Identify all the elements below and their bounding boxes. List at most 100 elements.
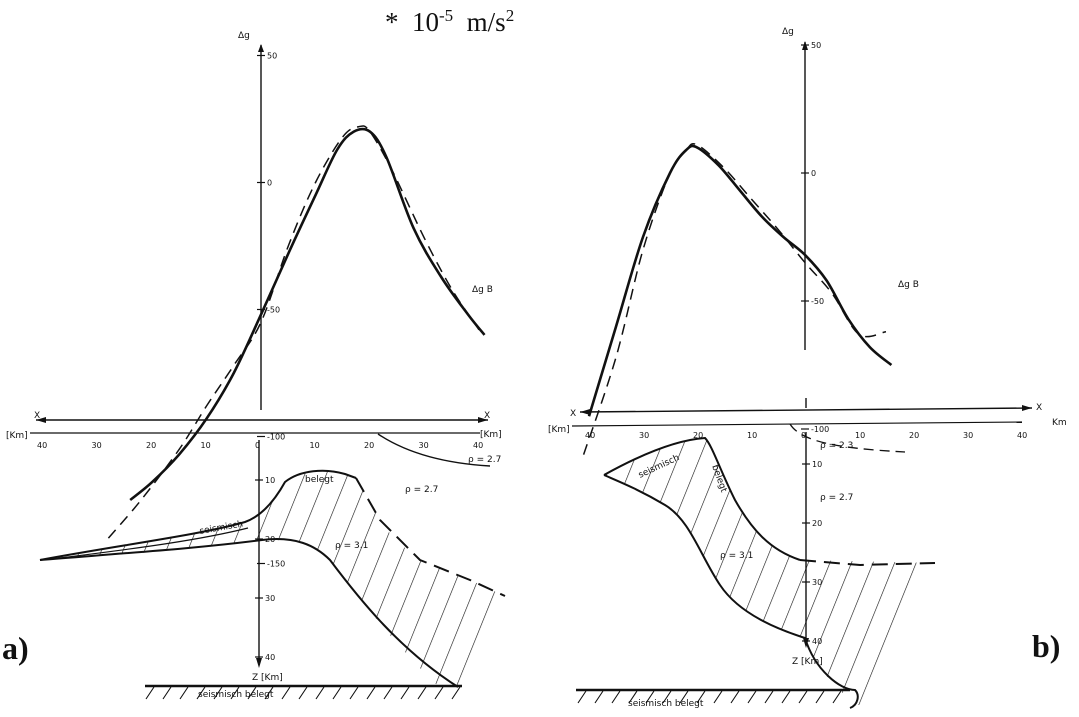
x-axis-label-right-b: X — [1036, 403, 1042, 413]
thin-layer-line-a — [59, 527, 249, 559]
boundary-hatch-stroke — [764, 690, 774, 704]
gravity-tick-label-b-4: -100 — [811, 425, 829, 434]
distance-tick-label-b-8: 40 — [1017, 431, 1027, 440]
boundary-hatch-stroke — [298, 686, 308, 700]
x-unit-left-a: [Km] — [6, 431, 28, 441]
boundary-hatch-stroke — [730, 690, 740, 704]
distance-tick-label-b-5: 10 — [855, 431, 865, 440]
x-axis-label-left-a: X — [34, 411, 40, 421]
boundary-hatch-stroke — [798, 690, 808, 704]
panel-label-b: b) — [1032, 628, 1061, 664]
upper-layer-boundary-a — [377, 433, 491, 467]
distance-axis-b — [579, 407, 1033, 413]
shallow-lens-b — [789, 423, 906, 453]
distance-tick-label-a-8: 40 — [473, 441, 483, 450]
boundary-hatch-stroke — [696, 690, 706, 704]
density-label-mantle-b: ρ = 3.1 — [720, 551, 753, 561]
unit-label: * 10-5 m/s2 — [385, 6, 515, 37]
boundary-hatch-stroke — [179, 686, 189, 700]
x-axis-label-left-b: X — [570, 409, 576, 419]
gravity-tick-label-a-1: 50 — [267, 52, 277, 61]
boundary-hatch-stroke — [611, 690, 621, 704]
boundary-hatch-stroke — [281, 686, 291, 700]
upper-boundary-b — [603, 436, 801, 561]
boundary-hatch-stroke — [679, 690, 689, 704]
distance-tick-label-b-3: 10 — [747, 431, 757, 440]
series-label-a: Δg B — [472, 285, 493, 295]
boundary-hatch-stroke — [662, 690, 672, 704]
depth-tick-label-b-1: 20 — [812, 519, 822, 528]
distance-tick-label-a-0: 40 — [37, 441, 47, 450]
depth-axis-label-a: Z [Km] — [252, 673, 283, 683]
upper-boundary-dashed-a — [355, 477, 506, 597]
gravity-tick-label-a-3: -50 — [267, 306, 280, 315]
depth-tick-label-a-2: 30 — [265, 594, 275, 603]
gravity-tick-label-a-5: -150 — [267, 560, 285, 569]
density-label-crust-a: ρ = 2.7 — [405, 485, 438, 495]
distance-tick-label-a-7: 30 — [419, 441, 429, 450]
density-label-crust-b: ρ = 2.7 — [820, 493, 853, 503]
boundary-hatch-stroke — [400, 686, 410, 700]
gravity-axis-arrow-a — [258, 44, 264, 52]
series-observed-a — [129, 127, 486, 502]
annotation-belegt-a: belegt — [305, 475, 334, 485]
distance-tick-label-a-5: 10 — [310, 441, 320, 450]
boundary-hatch-stroke — [577, 690, 587, 704]
upper-boundary-a — [39, 469, 357, 561]
seismic-boundary-hatch-a — [145, 686, 461, 700]
gravity-tick-label-a-2: 0 — [267, 179, 272, 188]
distance-tick-label-a-1: 30 — [92, 441, 102, 450]
depth-axis-arrow-a — [256, 658, 262, 668]
boundary-hatch-stroke — [332, 686, 342, 700]
series-observed-b — [587, 144, 893, 417]
gravity-tick-label-b-1: 50 — [811, 41, 821, 50]
density-label-mantle-a: ρ = 3.1 — [335, 541, 368, 551]
x-axis-label-right-a: X — [484, 411, 490, 421]
annotation-seismisch-belegt-b: seismisch belegt — [628, 699, 704, 709]
boundary-hatch-stroke — [264, 686, 274, 700]
density-label-upper-a: ρ = 2.7 — [468, 455, 501, 465]
boundary-hatch-stroke — [247, 686, 257, 700]
seismic-boundary-hatch-b — [577, 690, 842, 704]
boundary-hatch-stroke — [815, 690, 825, 704]
distance-axis-arrow-left-b — [580, 409, 590, 415]
boundary-hatch-stroke — [383, 686, 393, 700]
gravity-axis-label-b: Δg — [782, 27, 794, 37]
distance-ticks-a: 40 30 20 10 0 10 20 30 40 — [37, 441, 483, 450]
x-unit-right-b: Km — [1052, 418, 1067, 428]
boundary-hatch-stroke — [451, 686, 461, 700]
hatched-body-a — [40, 470, 505, 686]
series-model-a — [107, 125, 480, 539]
boundary-hatch-stroke — [230, 686, 240, 700]
boundary-hatch-stroke — [417, 686, 427, 700]
gravity-tick-label-b-2: 0 — [811, 169, 816, 178]
distance-tick-label-b-1: 30 — [639, 431, 649, 440]
boundary-hatch-stroke — [781, 690, 791, 704]
boundary-hatch-stroke — [628, 690, 638, 704]
gravity-axis-label-a: Δg — [238, 31, 250, 41]
lower-boundary-a — [39, 538, 459, 688]
distance-axis-arrow-right-a — [478, 417, 488, 423]
distance-tick-label-a-3: 10 — [201, 441, 211, 450]
distance-tick-label-b-6: 20 — [909, 431, 919, 440]
series-model-b — [582, 142, 887, 455]
boundary-hatch-stroke — [747, 690, 757, 704]
panel-b: Δg 100500-50-100 X X [Km] Km 40302010010… — [548, 27, 1067, 709]
boundary-hatch-stroke — [645, 690, 655, 704]
x-unit-left-b: [Km] — [548, 425, 570, 435]
boundary-hatch-stroke — [434, 686, 444, 700]
upper-boundary-dashed-b — [799, 559, 936, 567]
lower-boundary-b — [603, 474, 859, 709]
gravity-tick-label-a-4: -100 — [267, 433, 285, 442]
boundary-hatch-stroke — [213, 686, 223, 700]
boundary-hatch-stroke — [713, 690, 723, 704]
series-label-b: Δg B — [898, 280, 919, 290]
boundary-hatch-stroke — [594, 690, 604, 704]
distance-tick-label-b-2: 20 — [693, 431, 703, 440]
depth-tick-label-a-0: 10 — [265, 476, 275, 485]
depth-tick-label-b-0: 10 — [812, 460, 822, 469]
panel-a: Δg 100500-50-100-150 X X [Km] [Km] 40302… — [6, 31, 506, 700]
distance-axis-arrow-right-b — [1022, 405, 1032, 411]
gravity-tick-label-b-3: -50 — [811, 297, 824, 306]
